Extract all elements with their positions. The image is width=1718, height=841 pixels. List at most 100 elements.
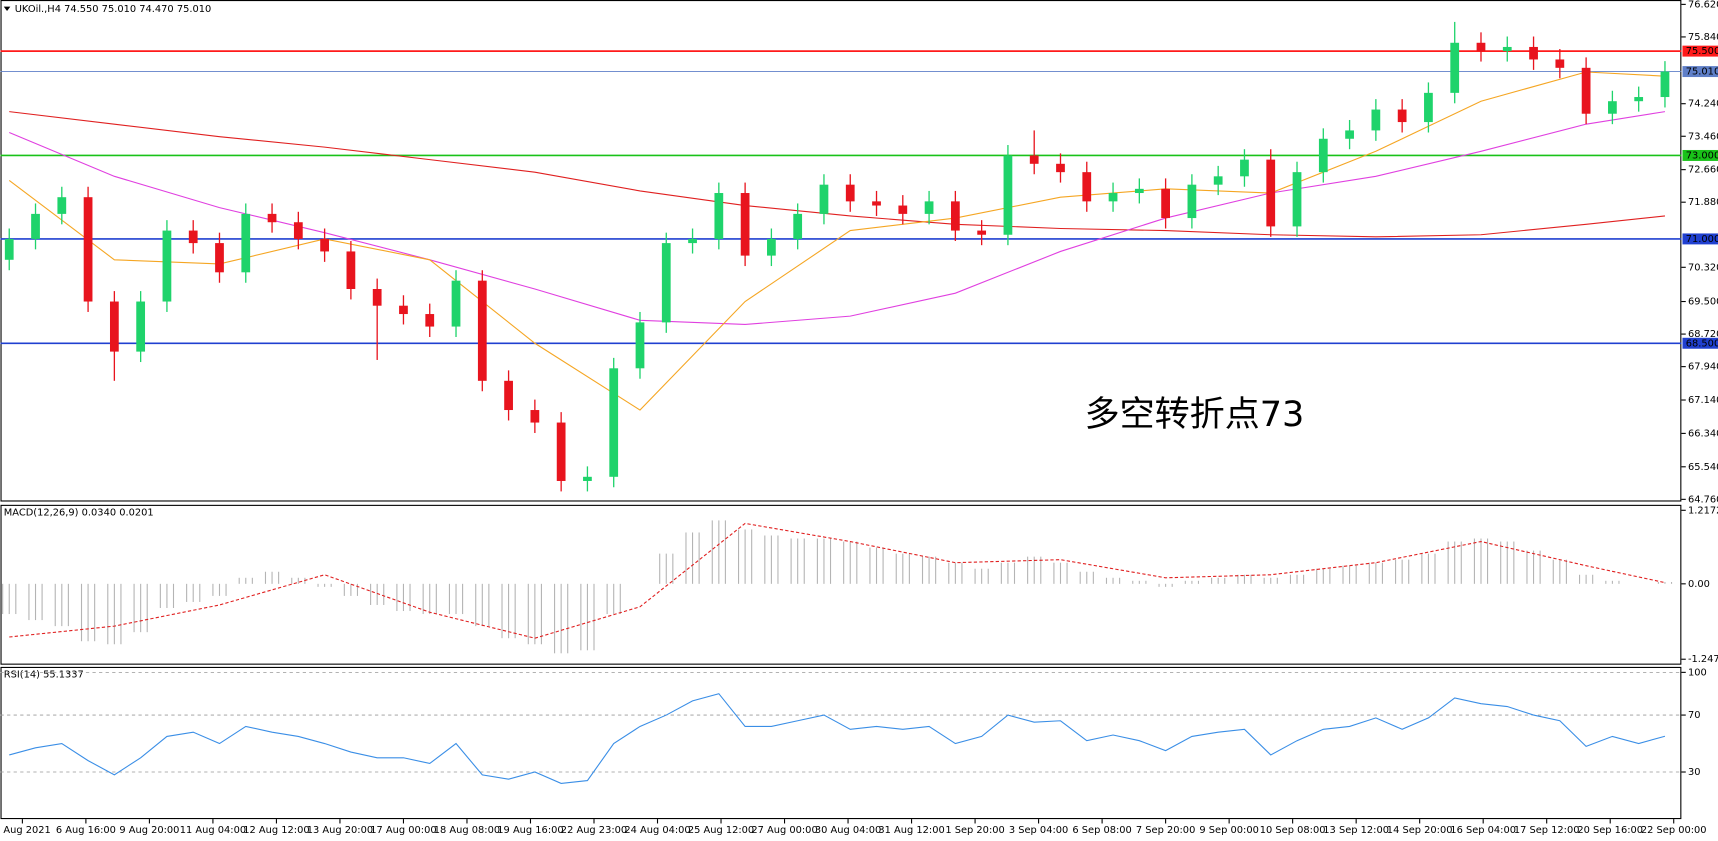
candle-body [767,238,776,256]
y-tick-label: 67.140 [1688,395,1718,406]
candle-body [661,243,671,323]
y-tick-label: 71.880 [1688,197,1718,208]
candle-body [898,205,908,214]
candle-body [320,238,329,252]
x-tick-label: 16 Sep 04:00 [1450,825,1516,836]
rsi-panel-frame [0,666,1682,820]
x-tick-label: 13 Aug 20:00 [307,825,373,836]
level-label-box [1682,337,1718,349]
candle-body [136,301,146,352]
candle-body [1240,159,1249,177]
macd-panel-frame [0,504,1682,665]
candle-body [1476,42,1486,52]
symbol-menu-icon[interactable] [3,6,11,11]
x-tick-label: 6 Aug 16:00 [56,825,116,836]
level-label-box [1682,149,1718,161]
level-label: 75.500 [1686,46,1718,57]
price-title: UKOil.,H4 74.550 75.010 74.470 75.010 [15,4,212,15]
x-tick-label: 17 Sep 12:00 [1514,825,1580,836]
candle-body [1660,71,1670,98]
x-tick-label: 7 Sep 20:00 [1136,825,1195,836]
candle-body [977,230,987,235]
y-tick-label: 67.940 [1688,362,1718,373]
y-tick-label: 66.340 [1688,428,1718,439]
candle-body [1345,130,1354,139]
candle-body [162,230,172,302]
candle-body [1134,188,1144,194]
candle-body [372,289,382,306]
x-tick-label: 12 Aug 12:00 [243,825,309,836]
x-tick-label: 25 Aug 12:00 [688,825,754,836]
level-label-box [1682,233,1718,245]
candle-body [109,301,119,352]
candle-body [950,201,960,231]
candle-body [740,193,750,256]
y-tick-label: 64.760 [1688,494,1718,505]
rsi-line [9,693,1666,784]
x-tick-label: 1 Sep 20:00 [945,825,1004,836]
candle-body [1397,109,1407,123]
candle-body [530,410,540,423]
candle-body [188,230,198,244]
candle-body [819,184,829,214]
x-tick-label: 5 Aug 2021 [0,825,51,836]
y-tick-label: 70 [1688,710,1701,721]
candle-body [1502,46,1512,52]
candle-body [451,280,461,327]
x-tick-label: 6 Sep 08:00 [1072,825,1131,836]
x-tick-label: 19 Aug 16:00 [497,825,563,836]
candle-body [477,280,487,381]
y-tick-label: 73.460 [1688,131,1718,142]
level-label-box [1682,66,1718,78]
candle-body [267,213,277,223]
candle-body [1318,138,1328,173]
candle-body [1029,155,1039,164]
moving-average [9,111,1666,238]
y-tick-label: 70.320 [1688,262,1718,273]
x-tick-label: 30 Aug 04:00 [815,825,881,836]
candle-body [1371,109,1381,131]
level-label: 68.500 [1686,338,1718,349]
y-tick-label: 30 [1688,767,1701,778]
x-tick-label: 11 Aug 04:00 [180,825,246,836]
x-tick-label: 22 Sep 00:00 [1641,825,1707,836]
candle-body [1187,184,1197,219]
y-tick-label: 75.840 [1688,32,1718,43]
y-tick-label: 74.240 [1688,99,1718,110]
y-tick-label: 65.540 [1688,462,1718,473]
candle-body [688,238,697,244]
candle-body [504,380,513,411]
level-label-box [1682,45,1718,57]
level-label: 73.000 [1686,150,1718,161]
x-tick-label: 10 Sep 08:00 [1260,825,1326,836]
candle-body [1213,176,1223,185]
candle-body [346,251,356,290]
candle-body [1608,101,1617,114]
candle-body [1555,59,1565,68]
annotation: 多空转折点73 [1085,394,1305,435]
x-tick-label: 13 Sep 12:00 [1323,825,1389,836]
x-tick-label: 3 Sep 04:00 [1009,825,1068,836]
y-tick-label: 0.00 [1688,579,1710,590]
signal-line [9,522,1666,639]
candle-body [556,422,566,481]
y-tick-label: 68.720 [1688,329,1718,340]
level-label: 75.010 [1686,67,1718,78]
candle-body [1056,163,1065,173]
price-panel-frame [0,0,1682,502]
candle-body [1529,46,1538,60]
candle-body [1082,172,1092,202]
candle-body [583,476,592,481]
candle-body [241,213,251,273]
level-label: 71.000 [1686,234,1718,245]
candle-body [83,197,93,302]
candle-body [57,197,67,214]
x-tick-label: 9 Aug 20:00 [119,825,179,836]
candle-body [425,314,435,327]
y-tick-label: 72.660 [1688,165,1718,176]
x-tick-label: 20 Sep 16:00 [1577,825,1643,836]
candle-body [4,238,14,260]
x-tick-label: 22 Aug 23:00 [561,825,627,836]
